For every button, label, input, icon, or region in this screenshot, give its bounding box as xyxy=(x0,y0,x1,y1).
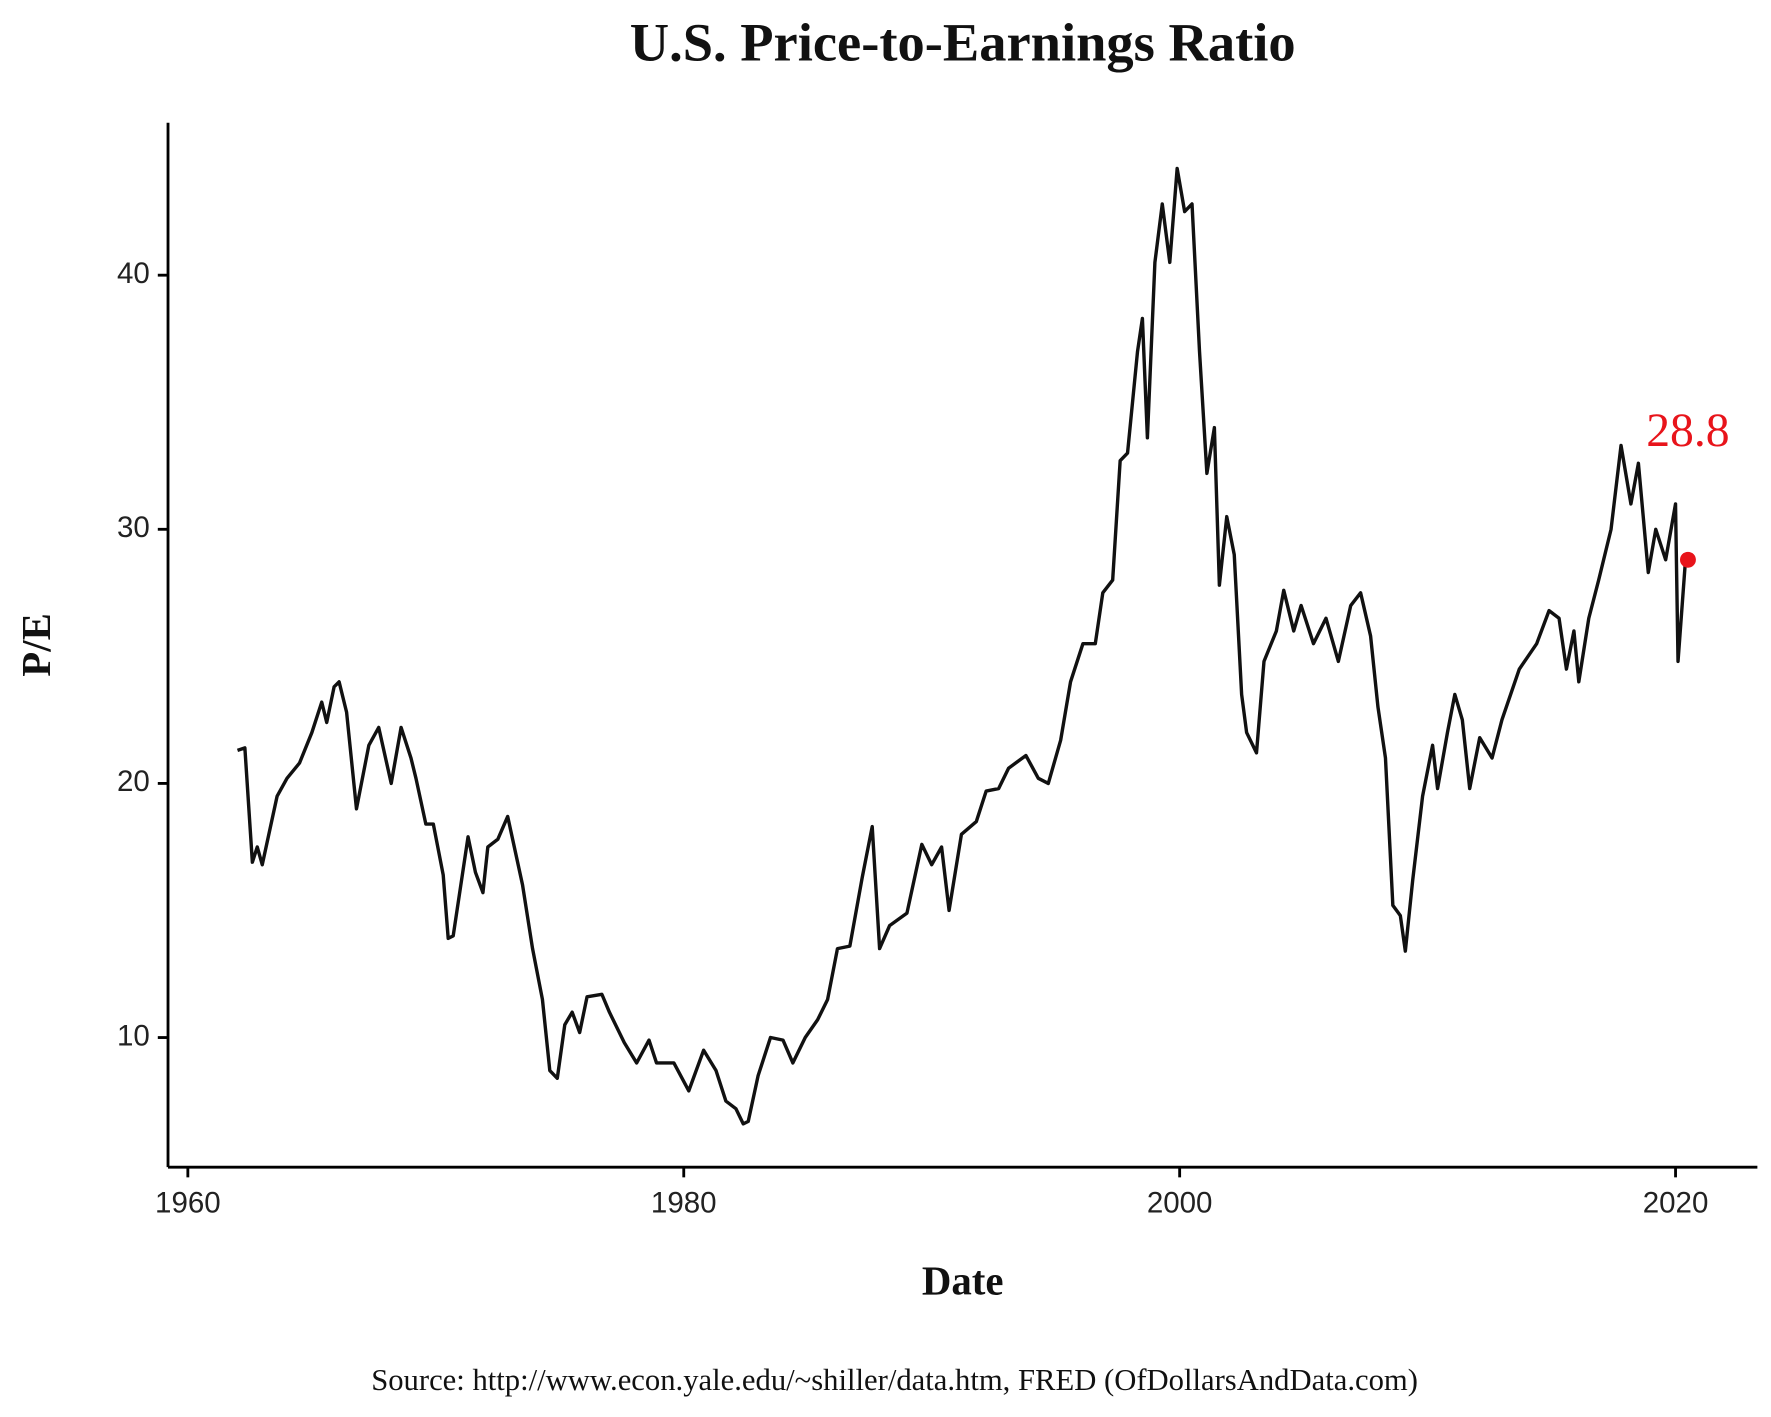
y-tick-label: 20 xyxy=(117,765,150,798)
y-axis-label: P/E xyxy=(14,613,59,677)
x-axis-label: Date xyxy=(922,1259,1004,1304)
highlight-label: 28.8 xyxy=(1646,405,1729,457)
x-tick-label: 2020 xyxy=(1643,1186,1709,1219)
highlight-point xyxy=(1680,551,1696,568)
y-tick-label: 30 xyxy=(117,511,150,544)
x-tick-label: 1980 xyxy=(651,1186,717,1219)
chart-title: U.S. Price-to-Earnings Ratio xyxy=(630,11,1296,72)
x-tick-label: 1960 xyxy=(155,1186,221,1219)
y-tick-label: 10 xyxy=(117,1019,150,1052)
source-note: Source: http://www.econ.yale.edu/~shille… xyxy=(371,1363,1418,1397)
line-series xyxy=(236,166,1688,1126)
x-tick-label: 2000 xyxy=(1147,1186,1213,1219)
y-tick-label: 40 xyxy=(117,257,150,290)
